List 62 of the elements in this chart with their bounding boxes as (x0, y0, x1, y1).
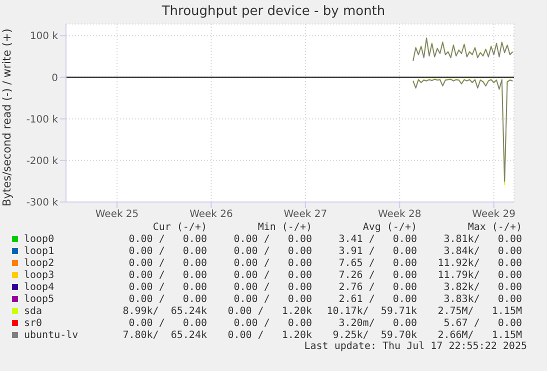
text: 7.65 / 0.00 (338, 258, 417, 268)
text: 0.00 / 0.00 (128, 270, 207, 280)
text: 2.76 / 0.00 (338, 282, 417, 292)
text: 0.00 / 0.00 (128, 318, 207, 328)
text: Min (-/+) (256, 222, 312, 233)
legend-label: loop5 (24, 294, 54, 304)
y-tick-label: -200 k (26, 156, 58, 167)
x-tick-label: Week 29 (472, 209, 516, 220)
text: 3.84k/ 0.00 (442, 246, 522, 256)
text: 3.41 / 0.00 (338, 234, 417, 244)
text: 2.61 / 0.00 (338, 294, 417, 304)
text: 2.75M/ 1.15M (436, 306, 522, 316)
y-tick-label: -100 k (26, 114, 58, 126)
text: 2.66M/ 1.15M (436, 330, 522, 340)
text: 3.81k/ 0.00 (442, 234, 522, 244)
text: 0.00 / 0.00 (232, 282, 312, 292)
legend-label: loop3 (24, 270, 54, 280)
text: 3.83k/ 0.00 (442, 294, 522, 304)
chart-title: Throughput per device - by month (160, 4, 386, 21)
x-tick-label: Week 26 (190, 209, 233, 220)
text: 0.00 / 0.00 (128, 246, 207, 256)
text: 3.91 / 0.00 (338, 246, 417, 256)
legend-label: loop0 (24, 234, 54, 244)
text: 10.17k/ 59.71k (326, 306, 417, 316)
text: 0.00 / 0.00 (128, 282, 207, 292)
y-tick-label: -300 k (26, 198, 58, 209)
text: 0.00 / 1.20k (226, 306, 312, 316)
text: Cur (-/+) (152, 222, 207, 233)
text: 7.26 / 0.00 (338, 270, 417, 280)
text: 9.25k/ 59.70k (332, 330, 417, 340)
y-axis-title: Bytes/second read (-) / write (+) (0, 28, 14, 206)
text: Last update: Thu Jul 17 22:55:22 2025 (303, 341, 527, 352)
text: 0.00 / 0.00 (128, 234, 207, 244)
text: Avg (-/+) (362, 222, 417, 233)
text: 8.99k/ 65.24k (122, 306, 207, 316)
legend-label: loop2 (24, 258, 54, 268)
text: 0.00 / 1.20k (226, 330, 312, 340)
text: 0.00 / 0.00 (232, 234, 312, 244)
text: 3.20m/ 0.00 (338, 318, 417, 328)
legend-label: loop1 (24, 246, 54, 256)
text: 0.00 / 0.00 (128, 294, 207, 304)
text: Max (-/+) (466, 222, 522, 233)
y-tick-label: 0 (52, 72, 58, 84)
text: 11.79k/ 0.00 (436, 270, 522, 280)
text: 0.00 / 0.00 (232, 294, 312, 304)
y-tick-label: 100 k (30, 31, 58, 42)
legend-label: ubuntu-lv (24, 330, 78, 340)
text: 3.82k/ 0.00 (442, 282, 522, 292)
x-tick-label: Week 28 (378, 209, 422, 220)
text: 0.00 / 0.00 (232, 258, 312, 268)
legend-label: sr0 (24, 318, 42, 328)
x-tick-label: Week 25 (95, 209, 139, 220)
text: 7.80k/ 65.24k (122, 330, 207, 340)
text: 5.67 / 0.00 (442, 318, 522, 328)
legend-label: loop4 (24, 282, 54, 292)
legend-label: sda (24, 306, 42, 316)
x-tick-label: Week 27 (284, 209, 328, 220)
text: 0.00 / 0.00 (232, 318, 312, 328)
text: 0.00 / 0.00 (128, 258, 207, 268)
text: 0.00 / 0.00 (232, 270, 312, 280)
text: 0.00 / 0.00 (232, 246, 312, 256)
text: 11.92k/ 0.00 (436, 258, 522, 268)
